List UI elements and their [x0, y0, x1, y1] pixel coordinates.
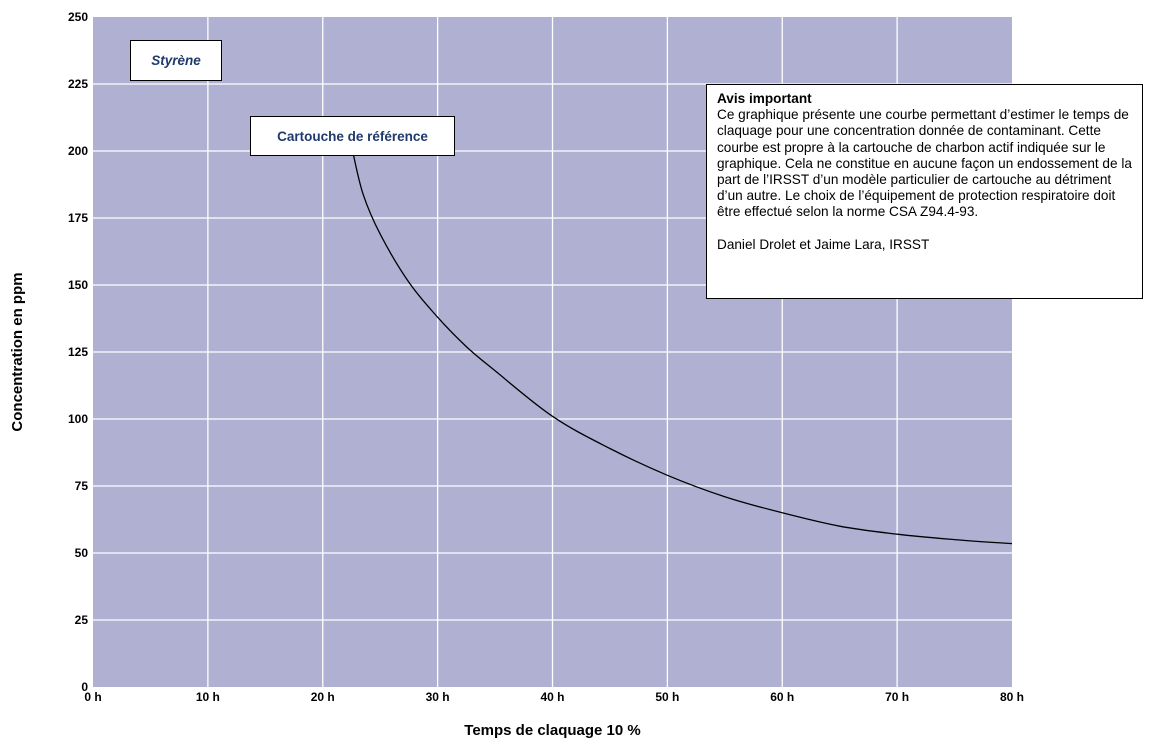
- y-tick-label: 175: [68, 211, 88, 225]
- series-line: [351, 150, 1013, 545]
- notice-box: Avis important Ce graphique présente une…: [706, 84, 1143, 299]
- y-tick-label: 75: [75, 479, 89, 493]
- y-tick-label: 0: [81, 680, 88, 694]
- x-tick-label: 60 h: [770, 690, 794, 704]
- y-axis-title: Concentration en ppm: [9, 272, 26, 431]
- x-tick-label: 0 h: [84, 690, 101, 704]
- substance-label: Styrène: [130, 40, 222, 81]
- cartridge-label: Cartouche de référence: [250, 116, 455, 156]
- x-tick-label: 40 h: [540, 690, 564, 704]
- y-tick-label: 200: [68, 144, 88, 158]
- y-tick-label: 50: [75, 546, 89, 560]
- x-tick-label: 10 h: [196, 690, 220, 704]
- notice-title: Avis important: [717, 91, 812, 106]
- y-tick-label: 25: [75, 613, 89, 627]
- x-tick-label: 30 h: [426, 690, 450, 704]
- notice-credit: Daniel Drolet et Jaime Lara, IRSST: [717, 236, 930, 252]
- x-tick-label: 50 h: [655, 690, 679, 704]
- tick-labels: 0 h 10 h 20 h 30 h 40 h 50 h 60 h 70 h 80 h 0 25 50…: [68, 10, 1024, 704]
- y-tick-label: 250: [68, 10, 88, 24]
- notice-body: Ce graphique présente une courbe permett…: [717, 107, 1132, 220]
- x-tick-label: 70 h: [885, 690, 909, 704]
- x-tick-label: 20 h: [311, 690, 335, 704]
- y-tick-label: 100: [68, 412, 88, 426]
- y-tick-label: 150: [68, 278, 88, 292]
- y-tick-label: 125: [68, 345, 88, 359]
- y-tick-label: 225: [68, 77, 88, 91]
- x-tick-label: 80 h: [1000, 690, 1024, 704]
- x-axis-title: Temps de claquage 10 %: [464, 722, 640, 739]
